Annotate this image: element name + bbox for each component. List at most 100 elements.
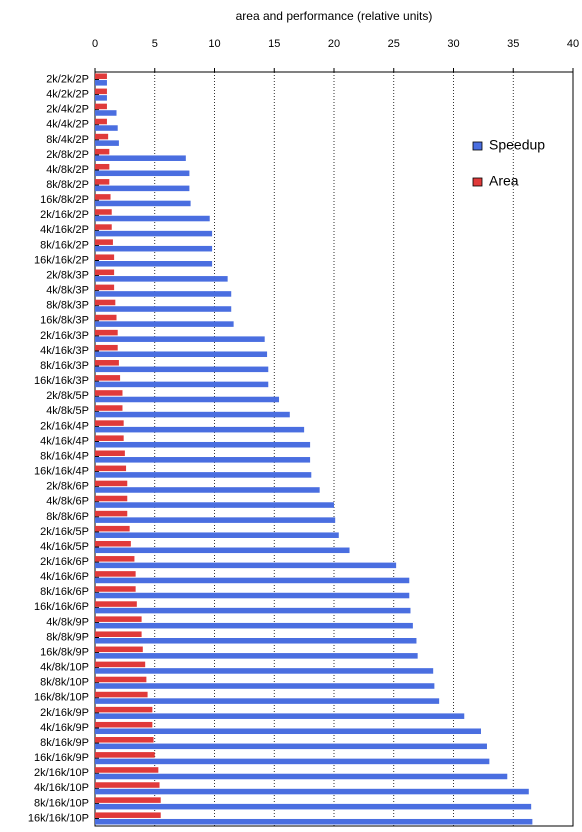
bar xyxy=(95,103,107,110)
y-tick-label: 8k/4k/2P xyxy=(46,134,89,146)
bar xyxy=(95,179,110,185)
bar xyxy=(95,276,228,282)
bar xyxy=(95,306,232,312)
bar xyxy=(95,80,107,86)
y-tick-label: 8k/8k/2P xyxy=(46,179,89,191)
bar xyxy=(95,321,234,327)
bar xyxy=(95,381,269,388)
bar xyxy=(95,480,128,487)
x-tick-label: 0 xyxy=(92,38,98,50)
legend-label: Area xyxy=(489,173,519,189)
bar xyxy=(95,441,311,448)
bar xyxy=(95,758,490,765)
bar xyxy=(95,812,161,818)
y-tick-label: 4k/16k/4P xyxy=(40,435,89,447)
y-tick-label: 8k/16k/4P xyxy=(40,450,89,462)
legend-swatch xyxy=(472,177,483,187)
bar xyxy=(95,336,265,342)
bar xyxy=(95,435,124,441)
y-tick-label: 8k/8k/9P xyxy=(46,631,89,643)
bar xyxy=(95,767,159,773)
bar xyxy=(95,396,280,403)
y-tick-label: 4k/4k/2P xyxy=(46,119,89,131)
y-tick-label: 2k/16k/6P xyxy=(40,556,89,568)
y-tick-label: 16k/8k/2P xyxy=(40,194,89,206)
bar xyxy=(95,592,410,599)
bar xyxy=(95,314,117,321)
y-tick-label: 16k/16k/6P xyxy=(34,601,89,613)
bar xyxy=(95,390,123,396)
bar xyxy=(95,366,269,373)
y-tick-label: 4k/8k/5P xyxy=(46,405,89,417)
y-tick-label: 4k/16k/9P xyxy=(40,722,89,734)
bar xyxy=(95,698,440,704)
bar xyxy=(95,616,142,622)
bar xyxy=(95,510,128,517)
bar xyxy=(95,683,435,689)
bar xyxy=(95,540,131,547)
bar xyxy=(95,721,153,728)
bar xyxy=(95,125,118,131)
bar xyxy=(95,155,186,161)
bar xyxy=(95,405,123,411)
bar xyxy=(95,562,397,569)
y-tick-label: 8k/8k/6P xyxy=(46,511,89,523)
bar xyxy=(95,239,113,245)
bar xyxy=(95,224,112,230)
x-tick-label: 25 xyxy=(388,38,400,50)
y-tick-label: 2k/16k/3P xyxy=(40,330,89,342)
y-tick-label: 4k/16k/3P xyxy=(40,345,89,357)
bar xyxy=(95,586,136,592)
x-axis-title: area and performance (relative units) xyxy=(236,9,433,23)
bar xyxy=(95,118,107,125)
legend-swatch xyxy=(472,141,483,151)
y-tick-label: 4k/16k/5P xyxy=(40,541,89,553)
x-tick-label: 40 xyxy=(567,38,579,50)
y-tick-label: 16k/16k/10P xyxy=(28,812,89,824)
y-tick-label: 2k/8k/6P xyxy=(46,481,89,493)
bar xyxy=(95,73,107,80)
y-tick-label: 2k/8k/2P xyxy=(46,149,89,161)
bar xyxy=(95,375,121,381)
bar xyxy=(95,577,410,584)
bar xyxy=(95,411,290,418)
bar xyxy=(95,502,334,508)
y-tick-label: 4k/16k/2P xyxy=(40,224,89,236)
bar xyxy=(95,743,487,750)
y-tick-label: 4k/8k/10P xyxy=(40,662,89,674)
bar xyxy=(95,803,532,810)
bar xyxy=(95,661,146,668)
bar xyxy=(95,631,142,637)
bar xyxy=(95,752,155,758)
y-tick-label: 16k/8k/9P xyxy=(40,646,89,658)
bar xyxy=(95,532,339,538)
bar xyxy=(95,95,107,101)
bar xyxy=(95,676,147,683)
bar xyxy=(95,360,119,366)
y-tick-label: 16k/8k/3P xyxy=(40,315,89,327)
bar xyxy=(95,88,107,95)
x-tick-label: 15 xyxy=(268,38,280,50)
bar xyxy=(95,622,413,629)
bar xyxy=(95,185,190,192)
x-tick-label: 20 xyxy=(328,38,340,50)
y-tick-label: 4k/8k/6P xyxy=(46,496,89,508)
bar xyxy=(95,525,130,532)
y-tick-label: 8k/16k/9P xyxy=(40,737,89,749)
y-tick-label: 2k/8k/3P xyxy=(46,269,89,281)
bar xyxy=(95,344,118,351)
bar xyxy=(95,691,148,698)
x-tick-label: 5 xyxy=(152,38,158,50)
bar xyxy=(95,638,417,644)
bar xyxy=(95,782,160,788)
y-tick-label: 2k/2k/2P xyxy=(46,73,89,85)
bar xyxy=(95,230,213,237)
bar xyxy=(95,646,143,653)
bar xyxy=(95,209,112,215)
y-tick-label: 4k/8k/9P xyxy=(46,616,89,628)
bar xyxy=(95,148,110,155)
bar xyxy=(95,170,190,177)
bar xyxy=(95,261,213,267)
y-tick-label: 8k/16k/3P xyxy=(40,360,89,372)
